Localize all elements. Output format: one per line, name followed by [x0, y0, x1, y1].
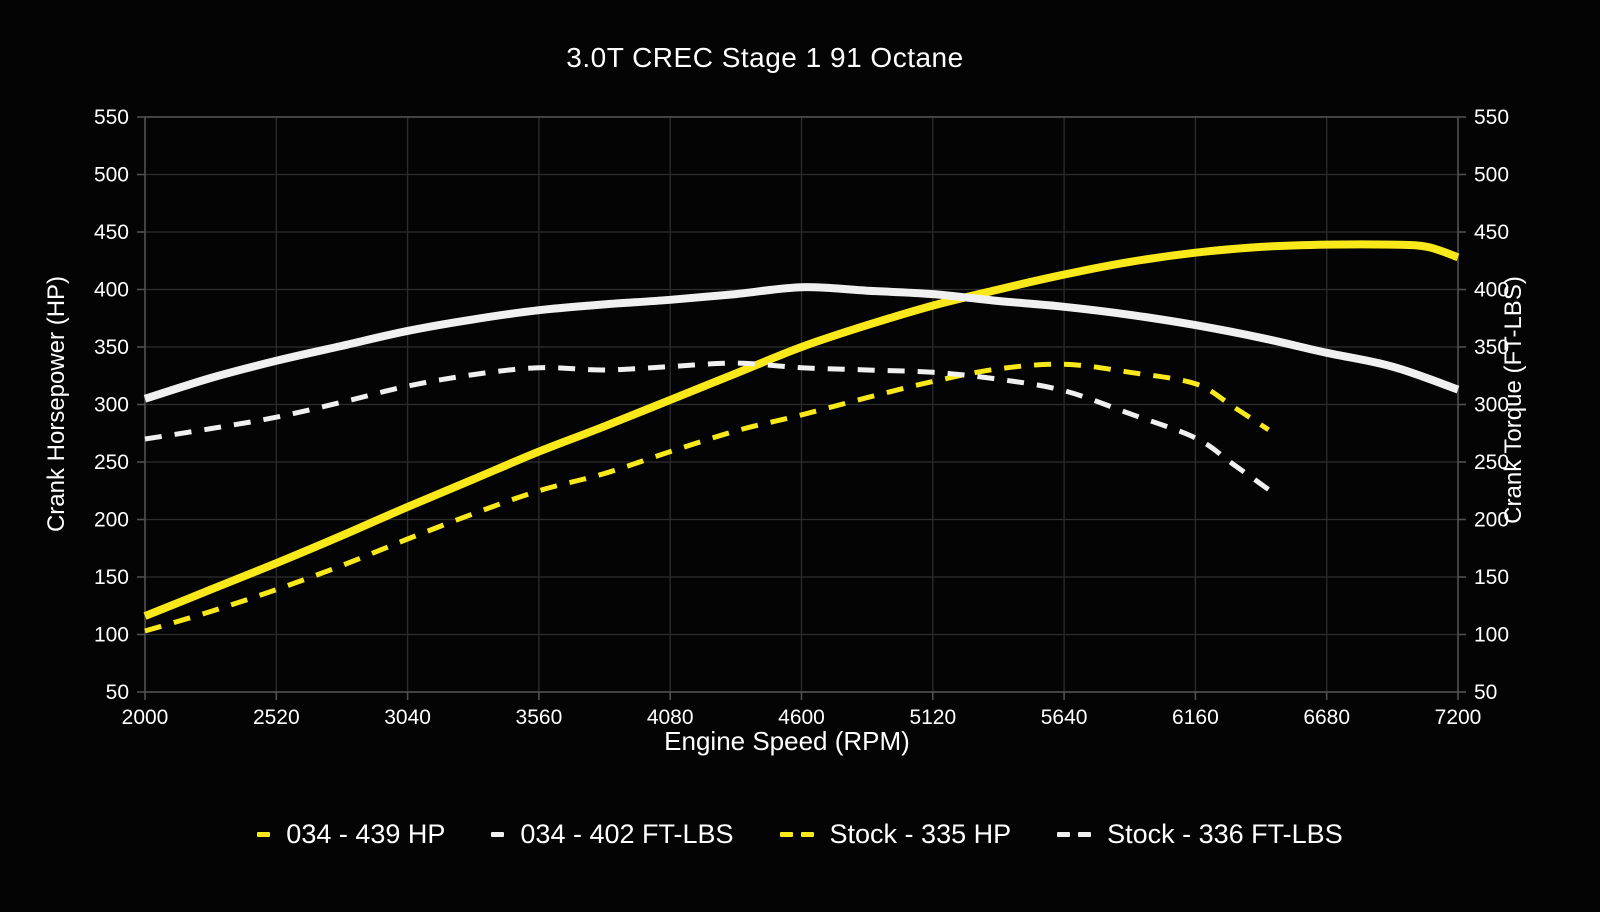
legend-item-034-torque: 034 - 402 FT-LBS	[491, 818, 734, 850]
legend-label-034-hp: 034 - 439 HP	[286, 818, 446, 849]
y-tick-label-left: 400	[94, 279, 129, 302]
x-tick-label: 3040	[384, 706, 431, 729]
y-tick-label-right: 450	[1474, 221, 1509, 244]
dashed-yellow-line-icon	[779, 831, 814, 837]
y-tick-label-left: 50	[106, 681, 129, 704]
x-tick-label: 2520	[253, 706, 300, 729]
y-tick-label-left: 250	[94, 451, 129, 474]
dashed-dash-swatch	[800, 831, 814, 837]
y-tick-label-right: 100	[1474, 624, 1509, 647]
legend-item-stock-torque: Stock - 336 FT-LBS	[1057, 819, 1343, 850]
x-tick-label: 4600	[778, 706, 825, 729]
x-tick-label: 3560	[516, 706, 563, 729]
legend-item-stock-hp: Stock - 335 HP	[779, 818, 1012, 850]
legend-label-stock-hp: Stock - 335 HP	[829, 818, 1012, 849]
legend-item-034-hp: 034 - 439 HP	[257, 819, 445, 850]
y-tick-label-right: 550	[1474, 106, 1509, 129]
x-tick-label: 5640	[1041, 706, 1088, 729]
y-tick-label-right: 150	[1474, 566, 1509, 589]
y-tick-label-right: 350	[1474, 336, 1509, 359]
y-tick-label-left: 550	[94, 106, 129, 129]
y-tick-label-right: 250	[1474, 451, 1509, 474]
legend-label-stock-torque: Stock - 336 FT-LBS	[1107, 818, 1343, 849]
y-tick-label-left: 200	[94, 509, 129, 532]
solid-dash-swatch	[257, 831, 271, 837]
x-tick-label: 2000	[122, 706, 169, 729]
chart-title: 3.0T CREC Stage 1 91 Octane	[566, 42, 964, 73]
dashed-dash-swatch	[1057, 831, 1071, 837]
y-tick-label-left: 500	[94, 164, 129, 187]
y-tick-label-right: 300	[1474, 394, 1509, 417]
legend: 034 - 439 HP 034 - 402 FT-LBS Stock - 33…	[0, 813, 1600, 855]
x-tick-label: 6160	[1172, 706, 1219, 729]
y-tick-label-left: 450	[94, 221, 129, 244]
series-line-034-439-hp	[143, 240, 1460, 620]
y-tick-label-left: 100	[94, 624, 129, 647]
y-tick-label-right: 500	[1474, 164, 1509, 187]
series-line-034-402-ft-lbs	[143, 283, 1460, 403]
dashed-dash-swatch	[779, 831, 793, 837]
solid-yellow-line-icon	[257, 831, 271, 837]
y-tick-label-right: 50	[1474, 681, 1497, 704]
y-tick-label-left: 150	[94, 566, 129, 589]
x-tick-label: 7200	[1435, 706, 1482, 729]
dashed-dash-swatch	[1078, 831, 1092, 837]
x-axis-label: Engine Speed (RPM)	[664, 726, 910, 756]
solid-white-line-icon	[491, 831, 505, 837]
x-tick-label: 6680	[1303, 706, 1350, 729]
y-tick-label-right: 400	[1474, 279, 1509, 302]
series-line-stock-336-ft-lbs	[144, 360, 1271, 492]
y-tick-label-right: 200	[1474, 509, 1509, 532]
legend-label-034-torque: 034 - 402 FT-LBS	[520, 818, 734, 849]
y-tick-label-left: 300	[94, 394, 129, 417]
x-tick-label: 5120	[909, 706, 956, 729]
dashed-white-line-icon	[1057, 831, 1092, 837]
solid-dash-swatch	[491, 831, 505, 837]
y-tick-label-left: 350	[94, 336, 129, 359]
x-tick-label: 4080	[647, 706, 694, 729]
series-line-stock-335-hp	[144, 361, 1270, 634]
